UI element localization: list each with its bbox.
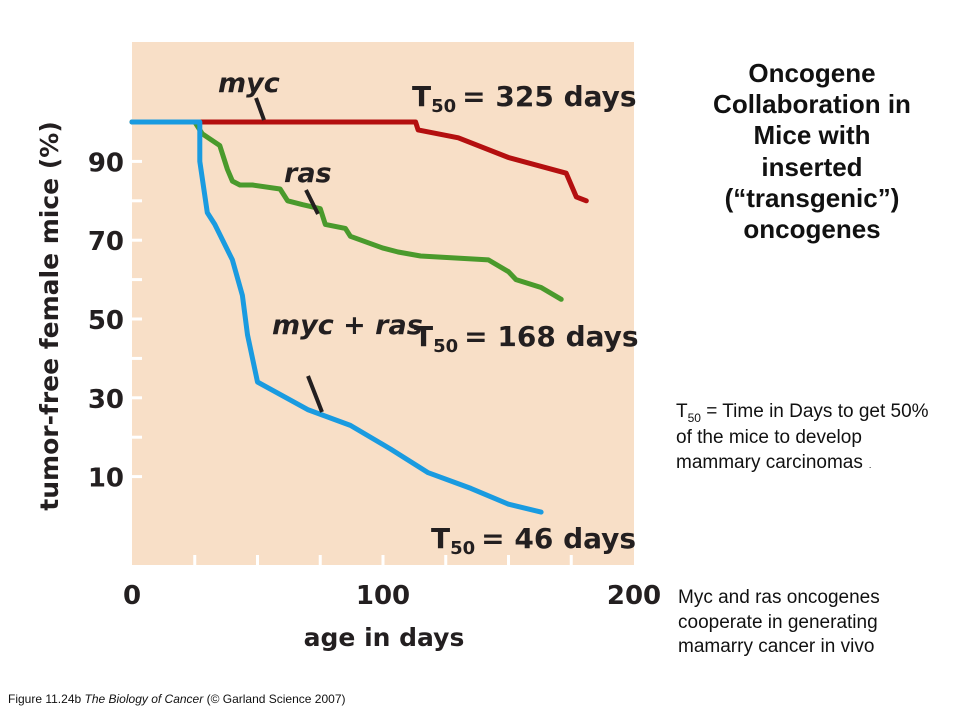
caption-line: Myc and ras oncogenes bbox=[678, 587, 880, 608]
y-tick-label: 70 bbox=[88, 227, 124, 257]
slide-title: Oncogene Collaboration in Mice with inse… bbox=[676, 58, 948, 245]
x-axis-label: age in days bbox=[304, 623, 465, 652]
y-tick-label: 90 bbox=[88, 148, 124, 178]
plot-background bbox=[132, 42, 634, 565]
figure-ref-book: The Biology of Cancer bbox=[84, 692, 204, 706]
series-label-ras: ras bbox=[284, 158, 332, 189]
series-label-myc-ras: myc + ras bbox=[272, 310, 423, 341]
series-lines bbox=[129, 119, 589, 515]
title-line: Oncogene bbox=[748, 58, 876, 88]
caption: Myc and ras oncogenes cooperate in gener… bbox=[678, 586, 953, 660]
series-line-ras bbox=[129, 119, 564, 302]
series-line-myc-ras bbox=[129, 119, 544, 515]
series-label-myc: myc bbox=[218, 68, 280, 99]
t50-ras: T50 = 168 days bbox=[414, 320, 639, 357]
caption-line: mamarry cancer in vivo bbox=[678, 636, 875, 658]
title-line: Collaboration in bbox=[713, 89, 911, 120]
y-tick-label: 10 bbox=[88, 464, 124, 494]
x-axis: 0 100 200 bbox=[123, 555, 661, 611]
note-sub: 50 bbox=[687, 410, 701, 425]
pointer-ras bbox=[304, 189, 320, 215]
y-tick-label: 50 bbox=[88, 306, 124, 336]
y-axis-label: tumor-free female mice (%) bbox=[35, 121, 64, 510]
note-t: T bbox=[676, 401, 688, 422]
x-tick-label: 100 bbox=[356, 581, 410, 611]
pointer-myc bbox=[254, 97, 266, 121]
title-line: oncogenes bbox=[743, 213, 881, 244]
y-tick-label: 30 bbox=[88, 385, 124, 415]
title-line: Mice with bbox=[753, 120, 871, 151]
series-line-myc bbox=[129, 119, 589, 204]
title-line: inserted bbox=[761, 151, 863, 182]
x-tick-label: 0 bbox=[123, 581, 141, 611]
note-text: = Time in Days to get 50% of the mice to… bbox=[676, 401, 929, 474]
figure-ref-prefix: Figure 11.24b bbox=[8, 692, 85, 706]
x-tick-label: 200 bbox=[607, 581, 661, 611]
figure-ref-suffix: (© Garland Science 2007) bbox=[203, 692, 346, 706]
caption-line: cooperate in generating bbox=[678, 611, 878, 633]
note-mark: . bbox=[868, 460, 872, 471]
t50-definition: T50 = Time in Days to get 50% of the mic… bbox=[676, 400, 946, 476]
pointer-myc-ras bbox=[306, 375, 324, 413]
title-line: (“transgenic”) bbox=[724, 182, 900, 213]
figure-reference: Figure 11.24b The Biology of Cancer (© G… bbox=[8, 692, 345, 706]
